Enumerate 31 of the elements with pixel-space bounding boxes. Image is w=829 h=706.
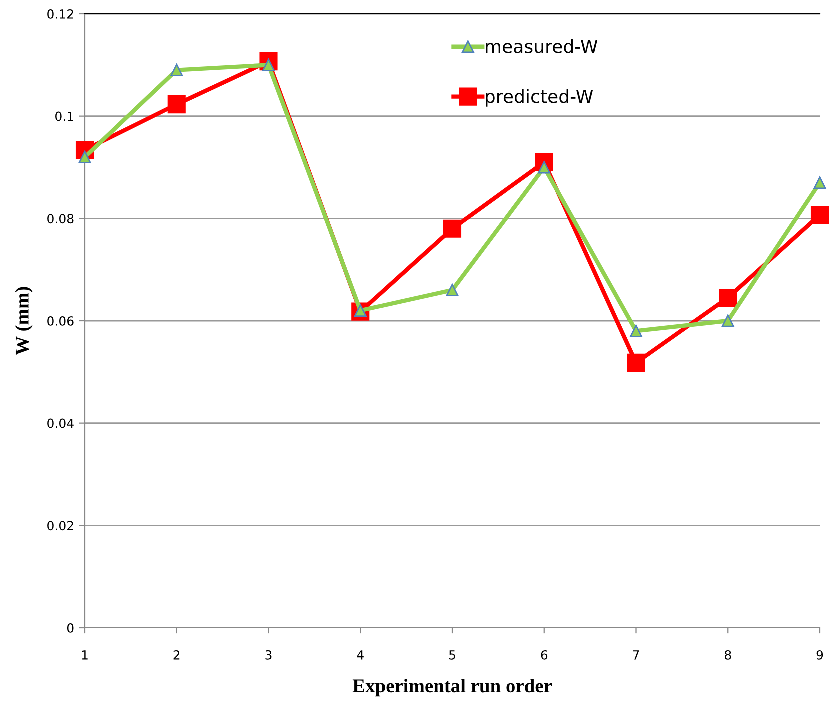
x-tick-label: 1 xyxy=(82,650,88,660)
legend-label: predicted-W xyxy=(486,89,594,107)
y-tick-label: 0 xyxy=(67,623,74,633)
point xyxy=(170,64,184,77)
point xyxy=(446,284,459,297)
x-axis-title: Experimental run order xyxy=(352,678,552,697)
y-tick-label: 0.06 xyxy=(48,316,74,326)
x-tick-label: 9 xyxy=(816,650,824,660)
point xyxy=(630,324,642,338)
y-tick-label: 0.12 xyxy=(48,9,74,19)
point xyxy=(168,96,186,114)
x-tick-label: 8 xyxy=(724,650,732,660)
point xyxy=(443,220,462,238)
x-tick-label: 2 xyxy=(174,650,180,660)
point xyxy=(78,151,92,164)
legend-label: measured-W xyxy=(486,39,598,54)
point xyxy=(722,314,734,328)
y-tick-label: 0.08 xyxy=(48,214,74,224)
x-tick-label: 5 xyxy=(449,650,456,660)
y-tick-label: 0.02 xyxy=(48,521,74,531)
x-tick-label: 6 xyxy=(541,650,548,660)
x-tick-label: 7 xyxy=(633,650,640,660)
point xyxy=(719,288,738,308)
y-tick-label: 0.1 xyxy=(56,112,74,122)
x-tick-label: 4 xyxy=(357,650,364,660)
x-tick-label: 3 xyxy=(266,650,272,660)
point xyxy=(627,354,646,372)
point xyxy=(814,176,826,190)
y-axis-title: W (mm) xyxy=(15,287,33,356)
point xyxy=(810,206,829,224)
y-tick-label: 0.04 xyxy=(48,418,74,428)
